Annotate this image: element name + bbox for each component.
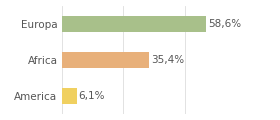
- Bar: [62, 88, 77, 104]
- Text: 35,4%: 35,4%: [151, 55, 184, 65]
- Text: 6,1%: 6,1%: [79, 91, 105, 101]
- Bar: [62, 52, 149, 68]
- Text: 58,6%: 58,6%: [208, 19, 241, 29]
- Bar: [62, 16, 206, 32]
